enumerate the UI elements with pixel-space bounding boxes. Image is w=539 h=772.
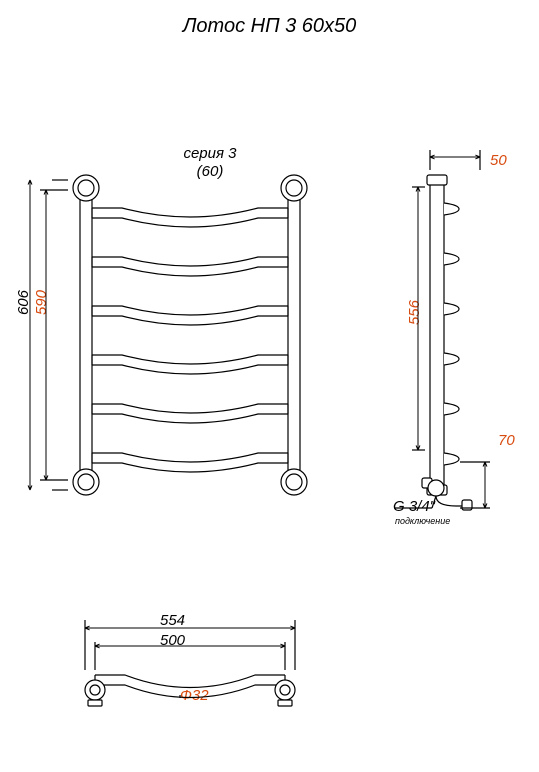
diagram-svg [0, 0, 539, 772]
